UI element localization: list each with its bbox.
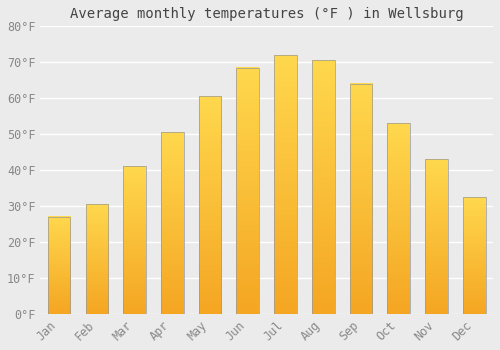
Bar: [86, 204, 108, 314]
Bar: [161, 132, 184, 314]
Bar: [388, 123, 410, 314]
Bar: [199, 96, 222, 314]
Bar: [48, 217, 70, 314]
Bar: [236, 68, 259, 314]
Bar: [274, 55, 297, 314]
Title: Average monthly temperatures (°F ) in Wellsburg: Average monthly temperatures (°F ) in We…: [70, 7, 464, 21]
Bar: [124, 167, 146, 314]
Bar: [463, 197, 485, 314]
Bar: [350, 84, 372, 314]
Bar: [425, 159, 448, 314]
Bar: [312, 61, 334, 314]
